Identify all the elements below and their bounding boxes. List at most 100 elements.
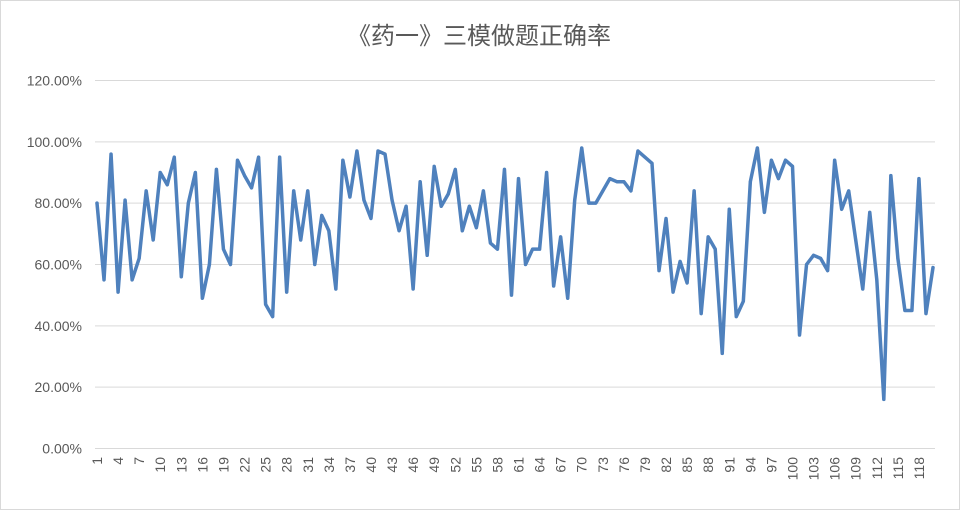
data-point (264, 302, 268, 306)
data-point (868, 210, 872, 214)
data-point (186, 201, 190, 205)
data-point (812, 253, 816, 257)
data-point (538, 247, 542, 251)
data-point (559, 235, 563, 239)
x-axis-labels: 1 4 7 10 13 16 19 22 25 28 31 34 37 40 43 46 49 52 55 58 61 6… (89, 457, 927, 481)
data-point (748, 180, 752, 184)
x-tick-label: 1 (89, 457, 105, 465)
data-point (910, 309, 914, 312)
x-tick-label: 85 (679, 457, 695, 473)
data-point (200, 296, 204, 300)
x-tick-label: 34 (321, 457, 337, 473)
data-point (615, 180, 619, 184)
data-point (840, 207, 844, 211)
data-point (299, 238, 303, 242)
x-tick-label: 55 (468, 457, 484, 473)
x-tick-label: 100 (784, 457, 800, 481)
data-point (931, 266, 935, 270)
x-tick-label: 46 (405, 457, 421, 473)
data-point (545, 171, 549, 174)
data-point (285, 290, 289, 294)
data-point (467, 204, 471, 208)
x-tick-label: 88 (700, 457, 716, 473)
data-point (165, 183, 169, 187)
data-point (495, 247, 499, 251)
x-tick-label: 97 (763, 457, 779, 473)
data-point (798, 333, 802, 337)
x-tick-label: 7 (131, 457, 147, 465)
data-point (320, 213, 324, 217)
y-tick-label: 20.00% (35, 379, 82, 395)
data-point (348, 195, 352, 199)
x-tick-label: 52 (447, 457, 463, 473)
data-point (509, 293, 513, 297)
data-point (917, 177, 921, 181)
data-point (601, 189, 605, 193)
data-point (158, 171, 162, 174)
y-axis-labels: 0.00% 20.00% 40.00% 60.00% 80.00% 100.00% 120.… (27, 73, 82, 457)
y-tick-label: 40.00% (35, 318, 82, 334)
data-point (327, 229, 331, 233)
data-point (699, 312, 703, 316)
data-point (826, 269, 830, 273)
x-tick-label: 79 (637, 457, 653, 473)
data-point (376, 149, 380, 153)
data-point (207, 263, 211, 266)
data-point (383, 152, 387, 156)
data-point (334, 287, 338, 291)
data-point (193, 171, 197, 174)
data-point (847, 189, 851, 193)
data-point (418, 180, 422, 184)
data-point (671, 290, 675, 294)
x-tick-label: 106 (827, 457, 843, 481)
data-point (524, 263, 528, 266)
data-point (137, 256, 141, 260)
data-point (643, 155, 647, 159)
data-point (271, 315, 275, 319)
data-point (453, 167, 457, 171)
x-tick-label: 16 (194, 457, 210, 473)
data-point (221, 247, 225, 251)
data-point (481, 189, 485, 193)
data-point (95, 201, 99, 205)
data-point (657, 269, 661, 273)
data-point (214, 167, 218, 171)
data-point (446, 192, 450, 196)
data-point (488, 241, 492, 245)
x-tick-label: 82 (658, 457, 674, 473)
data-point (531, 247, 535, 251)
data-point (404, 204, 408, 208)
data-point (692, 189, 696, 193)
data-point (678, 259, 682, 263)
data-point (861, 287, 865, 291)
data-point (116, 290, 120, 294)
data-point (854, 238, 858, 242)
data-point (805, 263, 809, 266)
data-point (341, 158, 345, 162)
data-point (741, 299, 745, 303)
data-point (172, 155, 176, 159)
x-tick-label: 67 (553, 457, 569, 473)
data-point (875, 278, 879, 282)
y-tick-label: 60.00% (35, 257, 82, 273)
x-tick-label: 109 (848, 457, 864, 481)
x-tick-label: 73 (595, 457, 611, 473)
data-point (257, 155, 261, 159)
data-point (439, 204, 443, 208)
chart-title: 《药一》三模做题正确率 (347, 22, 611, 50)
data-point (474, 226, 478, 230)
x-tick-label: 31 (300, 457, 316, 473)
data-point (650, 161, 654, 165)
x-tick-label: 64 (532, 457, 548, 473)
data-point (228, 263, 232, 266)
data-point (552, 284, 556, 288)
x-tick-label: 10 (152, 457, 168, 473)
x-tick-label: 22 (237, 457, 253, 473)
x-tick-label: 112 (869, 457, 885, 480)
data-point (425, 253, 429, 257)
data-point (130, 278, 134, 282)
data-point (390, 198, 394, 202)
data-point (502, 167, 506, 171)
